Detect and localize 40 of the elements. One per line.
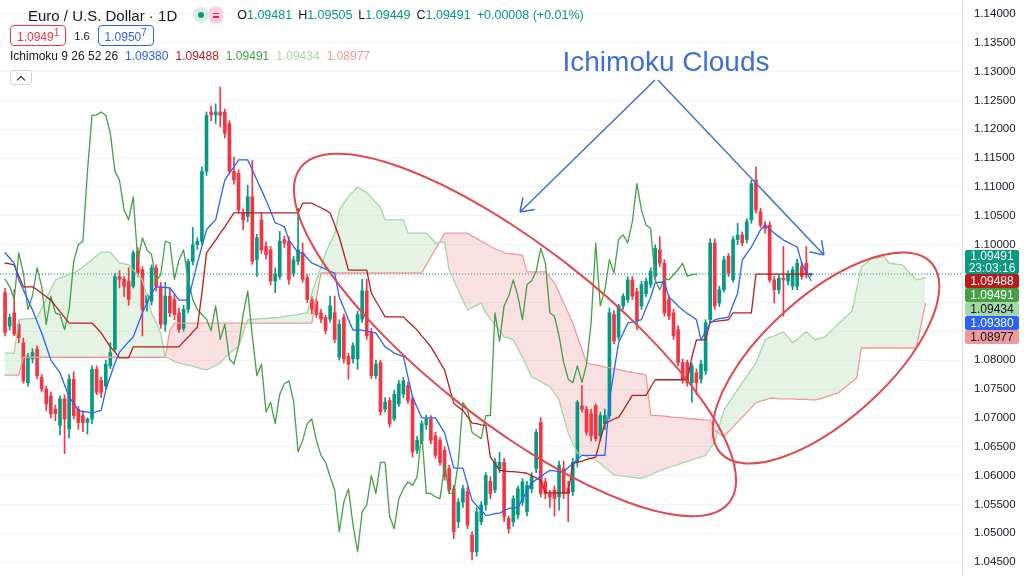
annotation: C1.09491 — [416, 8, 471, 22]
y-tick-label: 1.11500 — [974, 151, 1015, 164]
y-tick-label: 1.08000 — [974, 353, 1016, 366]
text: 1.09488 — [970, 273, 1015, 288]
y-tick-label: 1.07500 — [974, 382, 1016, 395]
annotation: 1.09491 — [225, 49, 270, 63]
annotation: 1.6 — [74, 29, 90, 42]
annotation: 1.0949$^{1}$ — [10, 25, 67, 46]
annotation: 1.08977 — [326, 49, 371, 63]
y-tick-label: 1.13000 — [974, 64, 1016, 77]
annotation: L1.09449 — [358, 8, 411, 22]
y-tick-label: 1.10500 — [974, 209, 1016, 222]
y-tick-label: 1.14000 — [974, 7, 1016, 20]
y-tick-label: 1.04500 — [974, 555, 1016, 568]
y-tick-label: 1.12500 — [974, 93, 1016, 106]
annotation: H1.09505 — [298, 8, 353, 22]
y-tick-label: 1.06500 — [974, 439, 1016, 452]
annotation: +0.00008 (+0.01%) — [476, 8, 584, 22]
text: 1.09491 — [970, 287, 1015, 302]
text: Euro / U.S. Dollar · 1D — [28, 6, 178, 24]
y-tick-label: 1.05500 — [974, 497, 1016, 510]
annotation: 1.09434 — [276, 49, 320, 63]
annotation: 1.09488 — [175, 49, 219, 63]
text: 1.09434 — [970, 301, 1015, 316]
y-tick-label: 1.13500 — [974, 35, 1016, 48]
annotation: Ichimoku Clouds — [562, 45, 770, 77]
y-tick-label: 1.10000 — [974, 237, 1016, 250]
y-tick-label: 1.11000 — [974, 180, 1015, 193]
text: 1.08977 — [970, 329, 1015, 344]
annotation: O1.09481 — [237, 8, 293, 22]
text: 23:03:16 — [968, 260, 1016, 275]
annotation: 1.09380 — [125, 49, 169, 63]
ref-line-label: 1.09491 — [970, 248, 1015, 263]
text: 1.09380 — [970, 315, 1015, 330]
y-tick-label: 1.12000 — [974, 122, 1016, 135]
annotation: Ichimoku 9 26 52 26 — [10, 49, 119, 63]
y-tick-label: 1.05000 — [974, 526, 1016, 539]
y-tick-label: 1.07000 — [974, 411, 1016, 424]
annotation: 1.0950$^{7}$ — [97, 25, 154, 46]
y-tick-label: 1.06000 — [974, 468, 1016, 481]
